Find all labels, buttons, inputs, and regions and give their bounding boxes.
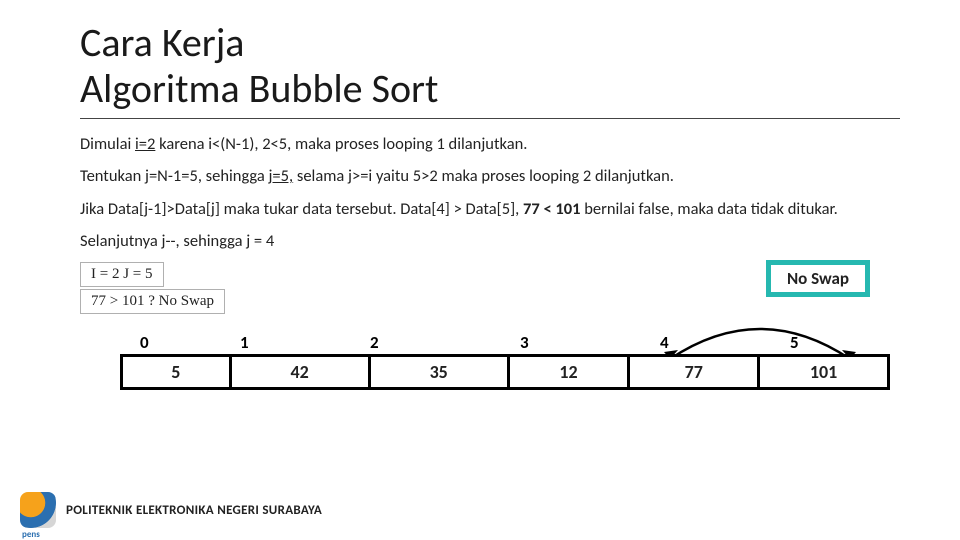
- comparison-box: 77 > 101 ? No Swap: [80, 289, 225, 314]
- p1-a: Dimulai: [80, 134, 135, 154]
- index-label: 0: [140, 332, 240, 353]
- index-label: 3: [520, 332, 660, 353]
- institution-name: POLITEKNIK ELEKTRONIKA NEGERI SURABAYA: [66, 503, 322, 518]
- pens-logo-icon: [20, 492, 56, 528]
- p1-c: karena i<(N-1), 2<5, maka proses looping…: [155, 134, 527, 154]
- p2-b-underline: j=5,: [268, 166, 293, 186]
- paragraph-4: Selanjutnya j--, sehingga j = 4: [80, 230, 900, 252]
- p2-a: Tentukan j=N-1=5, sehingga: [80, 166, 268, 186]
- no-swap-badge: No Swap: [766, 260, 870, 297]
- cells-row: 542351277101: [120, 354, 890, 390]
- paragraph-1: Dimulai i=2 karena i<(N-1), 2<5, maka pr…: [80, 133, 900, 155]
- p3-a: Jika Data[j-1]>Data[j] maka tukar data t…: [80, 199, 523, 219]
- array-cell: 101: [760, 354, 890, 390]
- p2-c: selama j>=i yaitu 5>2 maka proses loopin…: [293, 166, 674, 186]
- p3-b-bold: 77 < 101: [523, 199, 581, 219]
- p3-c: bernilai false, maka data tidak ditukar.: [580, 199, 837, 219]
- array-cell: 12: [510, 354, 631, 390]
- index-label: 4: [660, 332, 790, 353]
- array-cell: 77: [630, 354, 760, 390]
- index-label: 5: [790, 332, 890, 353]
- p1-b-underline: i=2: [135, 134, 155, 154]
- index-row: 012345: [140, 332, 890, 353]
- index-label: 1: [240, 332, 370, 353]
- page-title: Cara Kerja Algoritma Bubble Sort: [80, 20, 900, 119]
- array-cell: 35: [371, 354, 510, 390]
- paragraph-2: Tentukan j=N-1=5, sehingga j=5, selama j…: [80, 165, 900, 187]
- slide: Cara Kerja Algoritma Bubble Sort Dimulai…: [0, 0, 960, 540]
- footer: POLITEKNIK ELEKTRONIKA NEGERI SURABAYA: [20, 492, 322, 528]
- array-cell: 42: [232, 354, 371, 390]
- array-visualization: 012345 542351277101: [80, 332, 900, 442]
- status-row: No Swap I = 2 J = 5 77 > 101 ? No Swap: [80, 262, 900, 314]
- ij-status-box: I = 2 J = 5: [80, 262, 164, 287]
- array-cell: 5: [120, 354, 232, 390]
- title-line-2: Algoritma Bubble Sort: [80, 64, 438, 113]
- title-line-1: Cara Kerja: [80, 18, 244, 67]
- index-label: 2: [370, 332, 520, 353]
- paragraph-3: Jika Data[j-1]>Data[j] maka tukar data t…: [80, 198, 900, 220]
